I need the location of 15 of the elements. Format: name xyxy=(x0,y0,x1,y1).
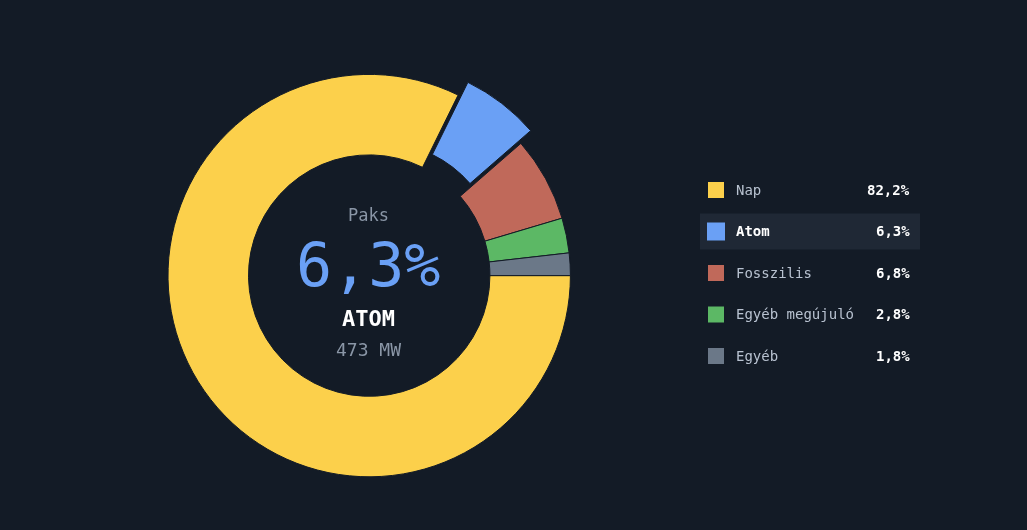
text: 6,3% xyxy=(296,230,441,300)
donut-slice xyxy=(167,74,571,478)
legend-label: Egyéb megújuló xyxy=(736,306,855,322)
legend-label: Egyéb xyxy=(736,348,779,364)
legend-label: Atom xyxy=(736,223,770,239)
text: Paks xyxy=(348,205,389,225)
data-label: 1,8% xyxy=(876,348,911,364)
legend-label: Nap xyxy=(736,182,762,198)
text: ATOM xyxy=(342,306,395,331)
data-label: 6,8% xyxy=(876,265,911,281)
text: 473 MW xyxy=(336,339,402,360)
data-label: 6,3% xyxy=(876,223,911,239)
data-label: 2,8% xyxy=(876,306,911,322)
legend-label: Fosszilis xyxy=(736,265,812,281)
data-label: 82,2% xyxy=(867,182,910,198)
